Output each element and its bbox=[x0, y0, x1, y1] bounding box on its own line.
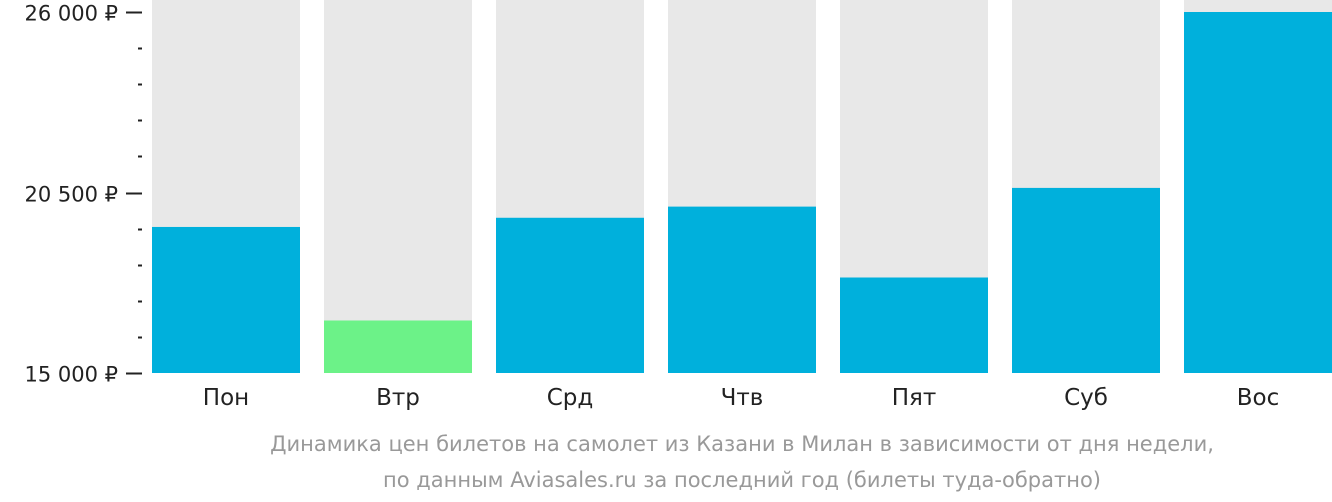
bar-Срд bbox=[496, 217, 644, 373]
x-category-label: Срд bbox=[547, 385, 594, 411]
chart-caption-line-1: Динамика цен билетов на самолет из Казан… bbox=[270, 432, 1214, 456]
x-category-label: Чтв bbox=[721, 385, 764, 411]
chart-caption-line-2: по данным Aviasales.ru за последний год … bbox=[383, 468, 1101, 492]
x-category-label: Втр bbox=[376, 385, 420, 411]
y-tick-label: 15 000 ₽ bbox=[24, 363, 118, 387]
bar-Чтв bbox=[668, 206, 816, 373]
bar-background bbox=[324, 0, 472, 373]
bar-Пон bbox=[152, 226, 300, 373]
x-category-label: Вос bbox=[1237, 385, 1280, 411]
y-tick-label: 20 500 ₽ bbox=[24, 183, 118, 207]
y-tick-label: 26 000 ₽ bbox=[24, 2, 118, 26]
price-chart: 26 000 ₽ 20 500 ₽ 15 000 ₽ Пон Втр Срд Чтв Пят С… bbox=[24, 0, 1332, 411]
x-category-label: Пон bbox=[203, 385, 249, 411]
x-category-label: Суб bbox=[1064, 385, 1108, 411]
x-category-label: Пят bbox=[892, 385, 937, 411]
bar-Вос bbox=[1184, 12, 1332, 373]
bar-Втр bbox=[324, 320, 472, 373]
bar-Пят bbox=[840, 277, 988, 373]
bar-Суб bbox=[1012, 187, 1160, 373]
